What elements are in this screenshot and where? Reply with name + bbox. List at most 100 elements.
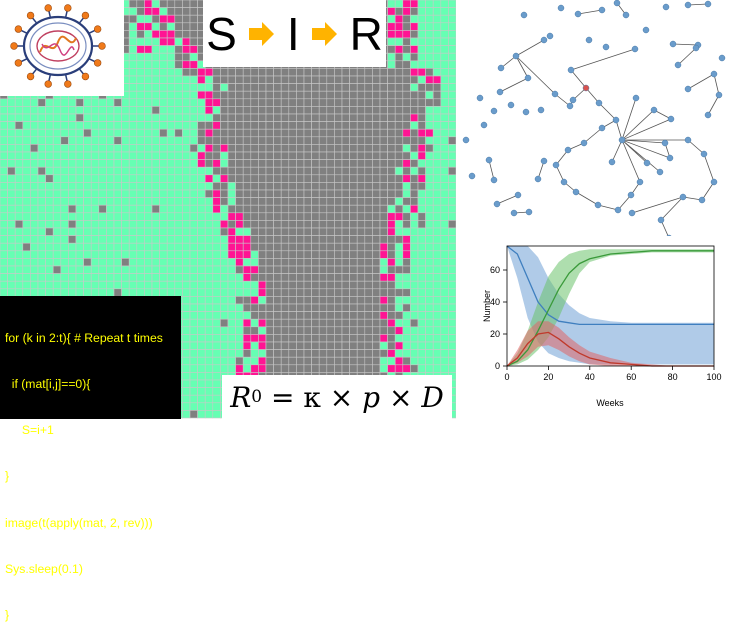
- grid-cell: [448, 197, 456, 206]
- grid-cell: [189, 159, 198, 168]
- grid-cell: [182, 0, 191, 8]
- grid-cell: [22, 106, 31, 115]
- grid-cell: [166, 220, 176, 229]
- grid-cell: [144, 227, 153, 236]
- grid-cell: [334, 280, 343, 290]
- grid-cell: [242, 273, 252, 282]
- grid-cell: [440, 121, 449, 130]
- grid-cell: [425, 106, 434, 115]
- grid-cell: [106, 197, 115, 206]
- grid-cell: [60, 250, 69, 259]
- grid-cell: [227, 318, 236, 328]
- grid-cell: [189, 98, 198, 107]
- grid-cell: [204, 235, 214, 244]
- grid-cell: [52, 159, 62, 168]
- grid-cell: [288, 258, 297, 267]
- grid-cell: [189, 121, 198, 130]
- grid-cell: [288, 144, 297, 153]
- grid-cell: [121, 121, 130, 130]
- grid-cell: [174, 14, 183, 24]
- grid-cell: [296, 144, 305, 153]
- grid-cell: [288, 334, 297, 343]
- grid-cell: [410, 250, 419, 259]
- grid-cell: [182, 68, 191, 77]
- grid-cell: [448, 174, 456, 183]
- grid-cell: [425, 273, 434, 282]
- grid-cell: [432, 98, 442, 107]
- grid-cell: [250, 318, 259, 328]
- grid-cell: [432, 37, 442, 46]
- grid-cell: [83, 98, 92, 107]
- grid-cell: [37, 212, 46, 221]
- grid-cell: [280, 166, 290, 176]
- grid-cell: [311, 273, 320, 282]
- grid-cell: [387, 288, 396, 297]
- network-edge: [621, 97, 637, 141]
- grid-cell: [402, 197, 411, 206]
- grid-cell: [45, 189, 54, 198]
- grid-cell: [303, 189, 312, 198]
- grid-cell: [296, 334, 305, 343]
- grid-cell: [136, 280, 145, 290]
- grid-cell: [364, 288, 373, 297]
- grid-cell: [417, 75, 426, 84]
- network-node: [613, 0, 621, 7]
- network-node: [493, 200, 501, 208]
- grid-cell: [227, 227, 236, 236]
- grid-cell: [273, 334, 282, 343]
- grid-cell: [288, 166, 297, 176]
- grid-cell: [417, 197, 426, 206]
- grid-cell: [182, 159, 191, 168]
- grid-cell: [30, 220, 39, 229]
- grid-cell: [220, 273, 229, 282]
- grid-cell: [166, 128, 176, 138]
- grid-cell: [220, 189, 229, 198]
- network-node: [700, 150, 708, 158]
- grid-cell: [128, 60, 138, 69]
- grid-cell: [296, 311, 305, 320]
- grid-cell: [402, 0, 411, 8]
- network-node: [566, 102, 574, 110]
- grid-cell: [189, 296, 198, 305]
- grid-cell: [121, 106, 130, 115]
- grid-cell: [432, 45, 442, 54]
- grid-cell: [212, 242, 221, 252]
- grid-cell: [106, 227, 115, 236]
- grid-cell: [440, 0, 449, 8]
- grid-cell: [159, 113, 168, 122]
- grid-cell: [166, 60, 176, 69]
- grid-cell: [349, 235, 358, 244]
- network-node: [598, 6, 606, 14]
- grid-cell: [334, 364, 343, 373]
- grid-cell: [197, 235, 206, 244]
- grid-cell: [425, 0, 434, 8]
- grid-cell: [356, 121, 366, 130]
- grid-cell: [448, 296, 456, 305]
- grid-cell: [45, 235, 54, 244]
- grid-cell: [189, 174, 198, 183]
- grid-cell: [417, 318, 426, 328]
- grid-cell: [311, 258, 320, 267]
- grid-cell: [227, 258, 236, 267]
- grid-cell: [410, 296, 419, 305]
- grid-cell: [113, 159, 122, 168]
- grid-cell: [273, 151, 282, 160]
- grid-cell: [45, 113, 54, 122]
- grid-cell: [0, 273, 8, 282]
- grid-cell: [37, 121, 46, 130]
- grid-cell: [288, 288, 297, 297]
- grid-cell: [90, 258, 100, 267]
- grid-cell: [425, 68, 434, 77]
- network-node: [622, 11, 630, 19]
- grid-cell: [37, 182, 46, 191]
- grid-cell: [235, 349, 244, 358]
- grid-cell: [432, 303, 442, 312]
- grid-cell: [410, 326, 419, 335]
- grid-cell: [227, 204, 236, 214]
- grid-cell: [379, 242, 388, 252]
- grid-cell: [258, 98, 267, 107]
- grid-cell: [75, 128, 84, 138]
- series-line-0: [506, 245, 714, 326]
- grid-cell: [288, 98, 297, 107]
